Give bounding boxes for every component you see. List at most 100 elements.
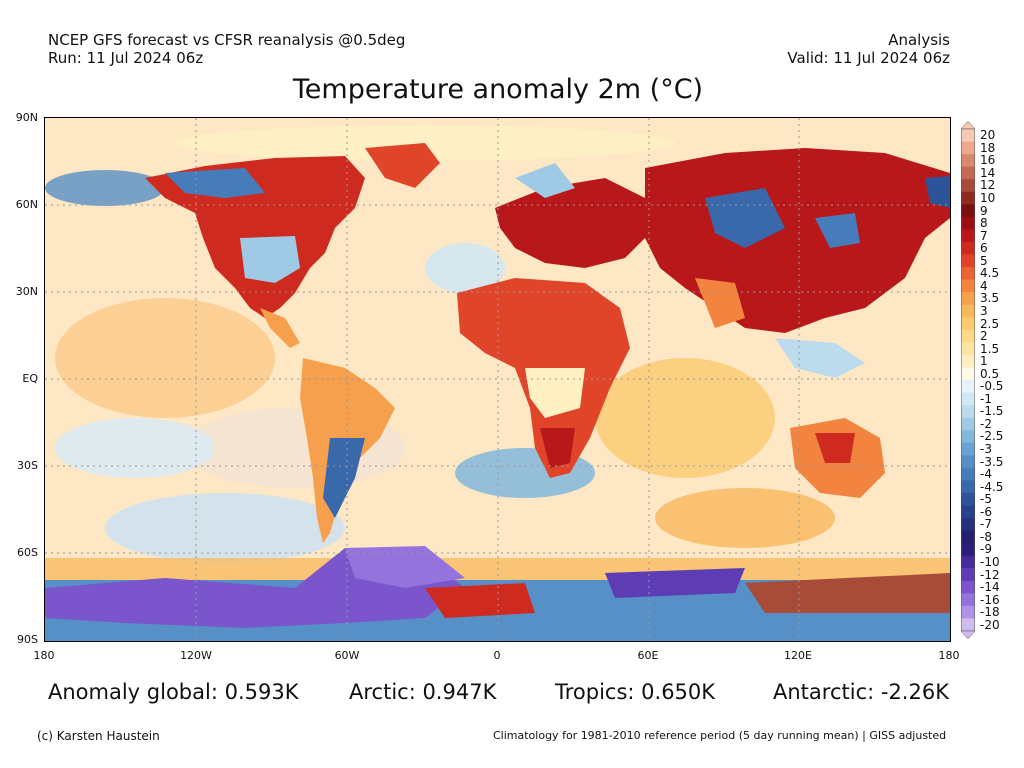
colorbar-swatch [961,166,975,180]
lat-label-60n: 60N [15,198,38,211]
colorbar-label: 12 [980,178,996,193]
south-indian-warm [655,488,835,548]
colorbar-label: -1.5 [980,404,1004,419]
colorbar-label: -10 [980,554,1000,569]
antarctic-cold-band [605,568,745,598]
colorbar-swatch [961,154,975,167]
greenland [365,143,440,188]
colorbar-swatch [961,354,975,368]
valid-time: Valid: 11 Jul 2024 06z [787,49,950,67]
lon-label-0: 0 [493,649,501,662]
east-asia-cool-region [815,213,860,248]
colorbar-swatch [961,254,975,268]
colorbar-min-arrow [961,630,975,639]
colorbar-label: 16 [980,153,996,168]
pacific-warm-patch [55,298,275,418]
east-antarctica-warm [745,573,950,613]
central-america [260,308,300,348]
colorbar-label: 14 [980,165,996,180]
colorbar-label: 4.5 [980,266,1000,281]
colorbar-label: 7 [980,228,988,243]
europe-landmass [495,178,655,268]
colorbar-label: 0.5 [980,366,1000,381]
colorbar-swatch [961,442,975,456]
colorbar-swatch [961,580,975,594]
colorbar-label: -0.5 [980,379,1004,394]
colorbar [961,121,975,639]
southern-africa-warm [540,428,575,468]
lon-label-180w: 180 [33,649,55,662]
colorbar-swatch [961,605,975,619]
colorbar-swatch [961,229,975,243]
colorbar-swatch [961,405,975,418]
colorbar-label: 18 [980,140,996,155]
colorbar-swatch [961,367,975,381]
colorbar-swatch [961,141,975,155]
colorbar-swatch [961,179,975,193]
colorbar-label: -2.5 [980,429,1004,444]
lat-label-60s: 60S [17,546,38,559]
colorbar-swatch [961,129,975,142]
header-left: NCEP GFS forecast vs CFSR reanalysis @0.… [48,31,405,67]
colorbar-swatch [961,530,975,544]
lat-label-30n: 30N [15,285,38,298]
colorbar-label: -7 [980,517,992,532]
colorbar-label: 1.5 [980,341,1000,356]
colorbar-label: -6 [980,504,992,519]
lon-label-120e: 120E [784,649,812,662]
lon-label-180e: 180 [938,649,960,662]
colorbar-swatch [961,392,975,406]
colorbar-label: 20 [980,128,996,143]
colorbar-swatch [961,492,975,506]
graticule [45,118,950,641]
colorbar-swatch [961,204,975,218]
colorbar-label: -12 [980,567,1000,582]
north-atlantic-cool [425,243,505,293]
model-description: NCEP GFS forecast vs CFSR reanalysis @0.… [48,31,406,49]
weddell-cold-region [345,546,465,588]
colorbar-swatch [961,505,975,519]
stat-arctic: Arctic: 0.947K [349,680,497,704]
colorbar-swatch [961,267,975,280]
colorbar-swatch [961,555,975,569]
run-time: Run: 11 Jul 2024 06z [48,49,204,67]
colorbar-label: 1 [980,354,988,369]
stat-antarctic: Antarctic: -2.26K [773,680,949,704]
colorbar-label: -20 [980,617,1000,632]
south-pacific-cool [105,493,345,563]
indian-ocean-warm [595,358,775,478]
north-america-landmass [145,156,365,318]
bering-cool [45,170,165,206]
anomaly-map-svg [45,118,950,641]
colorbar-label: 2 [980,329,988,344]
kamchatka-cool [925,176,950,208]
colorbar-label: 5 [980,253,988,268]
us-cool-region [240,236,300,283]
stat-tropics: Tropics: 0.650K [555,680,716,704]
colorbar-label: -3 [980,442,992,457]
lon-label-60w: 60W [334,649,360,662]
map-title: Temperature anomaly 2m (°C) [292,74,704,105]
lat-label-eq: EQ [22,372,38,385]
colorbar-label: -18 [980,605,1000,620]
colorbar-swatch [961,317,975,331]
lon-label-120w: 120W [180,649,212,662]
scandinavia-cool [515,163,575,198]
stat-global-anomaly: Anomaly global: 0.593K [48,680,299,704]
header-right: Analysis Valid: 11 Jul 2024 06z [787,31,950,67]
colorbar-swatch [961,304,975,318]
colorbar-swatch [961,480,975,494]
climatology-note: Climatology for 1981-2010 reference peri… [493,729,947,742]
australia-warm-core [815,433,855,463]
central-africa-neutral [525,368,585,418]
colorbar-swatch [961,430,975,444]
colorbar-swatch [961,292,975,305]
analysis-label: Analysis [888,31,950,49]
canada-cool-region [165,168,265,198]
colorbar-swatch [961,216,975,230]
credit-text: (c) Karsten Haustein [37,729,160,743]
colorbar-max-arrow [961,121,975,130]
south-america-cool-region [323,438,365,518]
antarctica-warm-patch [425,583,535,618]
colorbar-swatch [961,191,975,205]
